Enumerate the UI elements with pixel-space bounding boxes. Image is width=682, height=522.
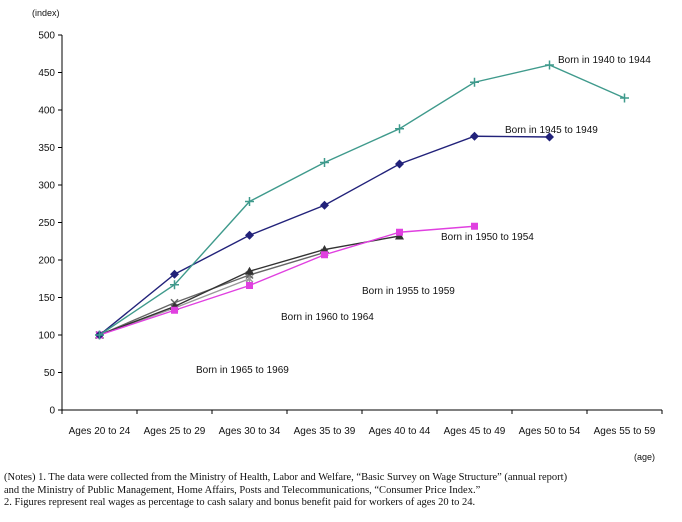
x-tick-label: Ages 45 to 49 (444, 426, 506, 437)
series-line (99, 225, 475, 336)
data-point (620, 93, 629, 103)
data-point (545, 60, 554, 70)
y-ticks: 0 50 100 150 200 250 300 350 400 450 500 (38, 31, 62, 417)
y-tick-label: 250 (38, 218, 55, 229)
data-point (170, 269, 179, 279)
x-tick-label: Ages 55 to 59 (594, 426, 656, 437)
data-point (470, 77, 479, 87)
data-point (395, 159, 404, 169)
data-point (245, 197, 254, 206)
data-point (95, 330, 104, 340)
series-label: Born in 1955 to 1959 (362, 286, 455, 297)
line-chart: (index) (age) 0 50 100 150 200 250 300 350 400 45… (32, 8, 663, 462)
data-point (470, 131, 479, 141)
data-point (321, 251, 328, 259)
x-ticks: Ages 20 to 24 Ages 25 to 29 Ages 30 to 34 A… (61, 410, 663, 437)
y-tick-label: 300 (38, 181, 55, 192)
series-label: Born in 1940 to 1944 (558, 55, 651, 66)
series-layer (95, 60, 629, 340)
data-point (320, 158, 329, 167)
series-label: Born in 1965 to 1969 (196, 365, 289, 376)
y-tick-label: 100 (38, 331, 55, 342)
y-tick-label: 350 (38, 143, 55, 154)
y-tick-label: 450 (38, 68, 55, 79)
y-tick-label: 400 (38, 106, 55, 117)
series-0 (95, 60, 629, 340)
y-tick-label: 200 (38, 256, 55, 267)
data-point (396, 228, 403, 236)
y-tick-label: 500 (38, 31, 55, 42)
series-labels: Born in 1940 to 1944 Born in 1945 to 1949… (196, 55, 651, 376)
chart-notes: (Notes) 1. The data were collected from … (4, 472, 680, 510)
y-tick-label: 0 (49, 406, 55, 417)
y-tick-label: 150 (38, 293, 55, 304)
note-line-1: (Notes) 1. The data were collected from … (4, 472, 568, 483)
series-line (99, 64, 625, 336)
series-label: Born in 1950 to 1954 (441, 232, 534, 243)
x-tick-label: Ages 25 to 29 (144, 426, 206, 437)
data-point (170, 280, 179, 290)
y-tick-label: 50 (44, 368, 56, 379)
data-point (471, 222, 478, 230)
x-tick-label: Ages 40 to 44 (369, 426, 431, 437)
x-tick-label: Ages 50 to 54 (519, 426, 581, 437)
series-label: Born in 1960 to 1964 (281, 312, 374, 323)
x-tick-label: Ages 20 to 24 (69, 426, 131, 437)
data-point (245, 266, 254, 275)
series-3 (95, 231, 404, 339)
x-tick-label: Ages 35 to 39 (294, 426, 356, 437)
data-point (320, 200, 329, 210)
data-point (245, 230, 254, 240)
note-line-3: 2. Figures represent real wages as perce… (4, 497, 476, 508)
data-point (395, 124, 404, 134)
series-label: Born in 1945 to 1949 (505, 125, 598, 136)
x-tick-label: Ages 30 to 34 (219, 426, 281, 437)
data-point (246, 282, 253, 289)
data-point (171, 306, 178, 314)
series-1 (95, 131, 554, 340)
data-point (320, 245, 329, 253)
x-axis-label: (age) (634, 452, 655, 462)
y-axis-label: (index) (32, 8, 60, 18)
data-point (545, 132, 554, 142)
note-line-2: and the Ministry of Public Management, H… (4, 484, 481, 496)
